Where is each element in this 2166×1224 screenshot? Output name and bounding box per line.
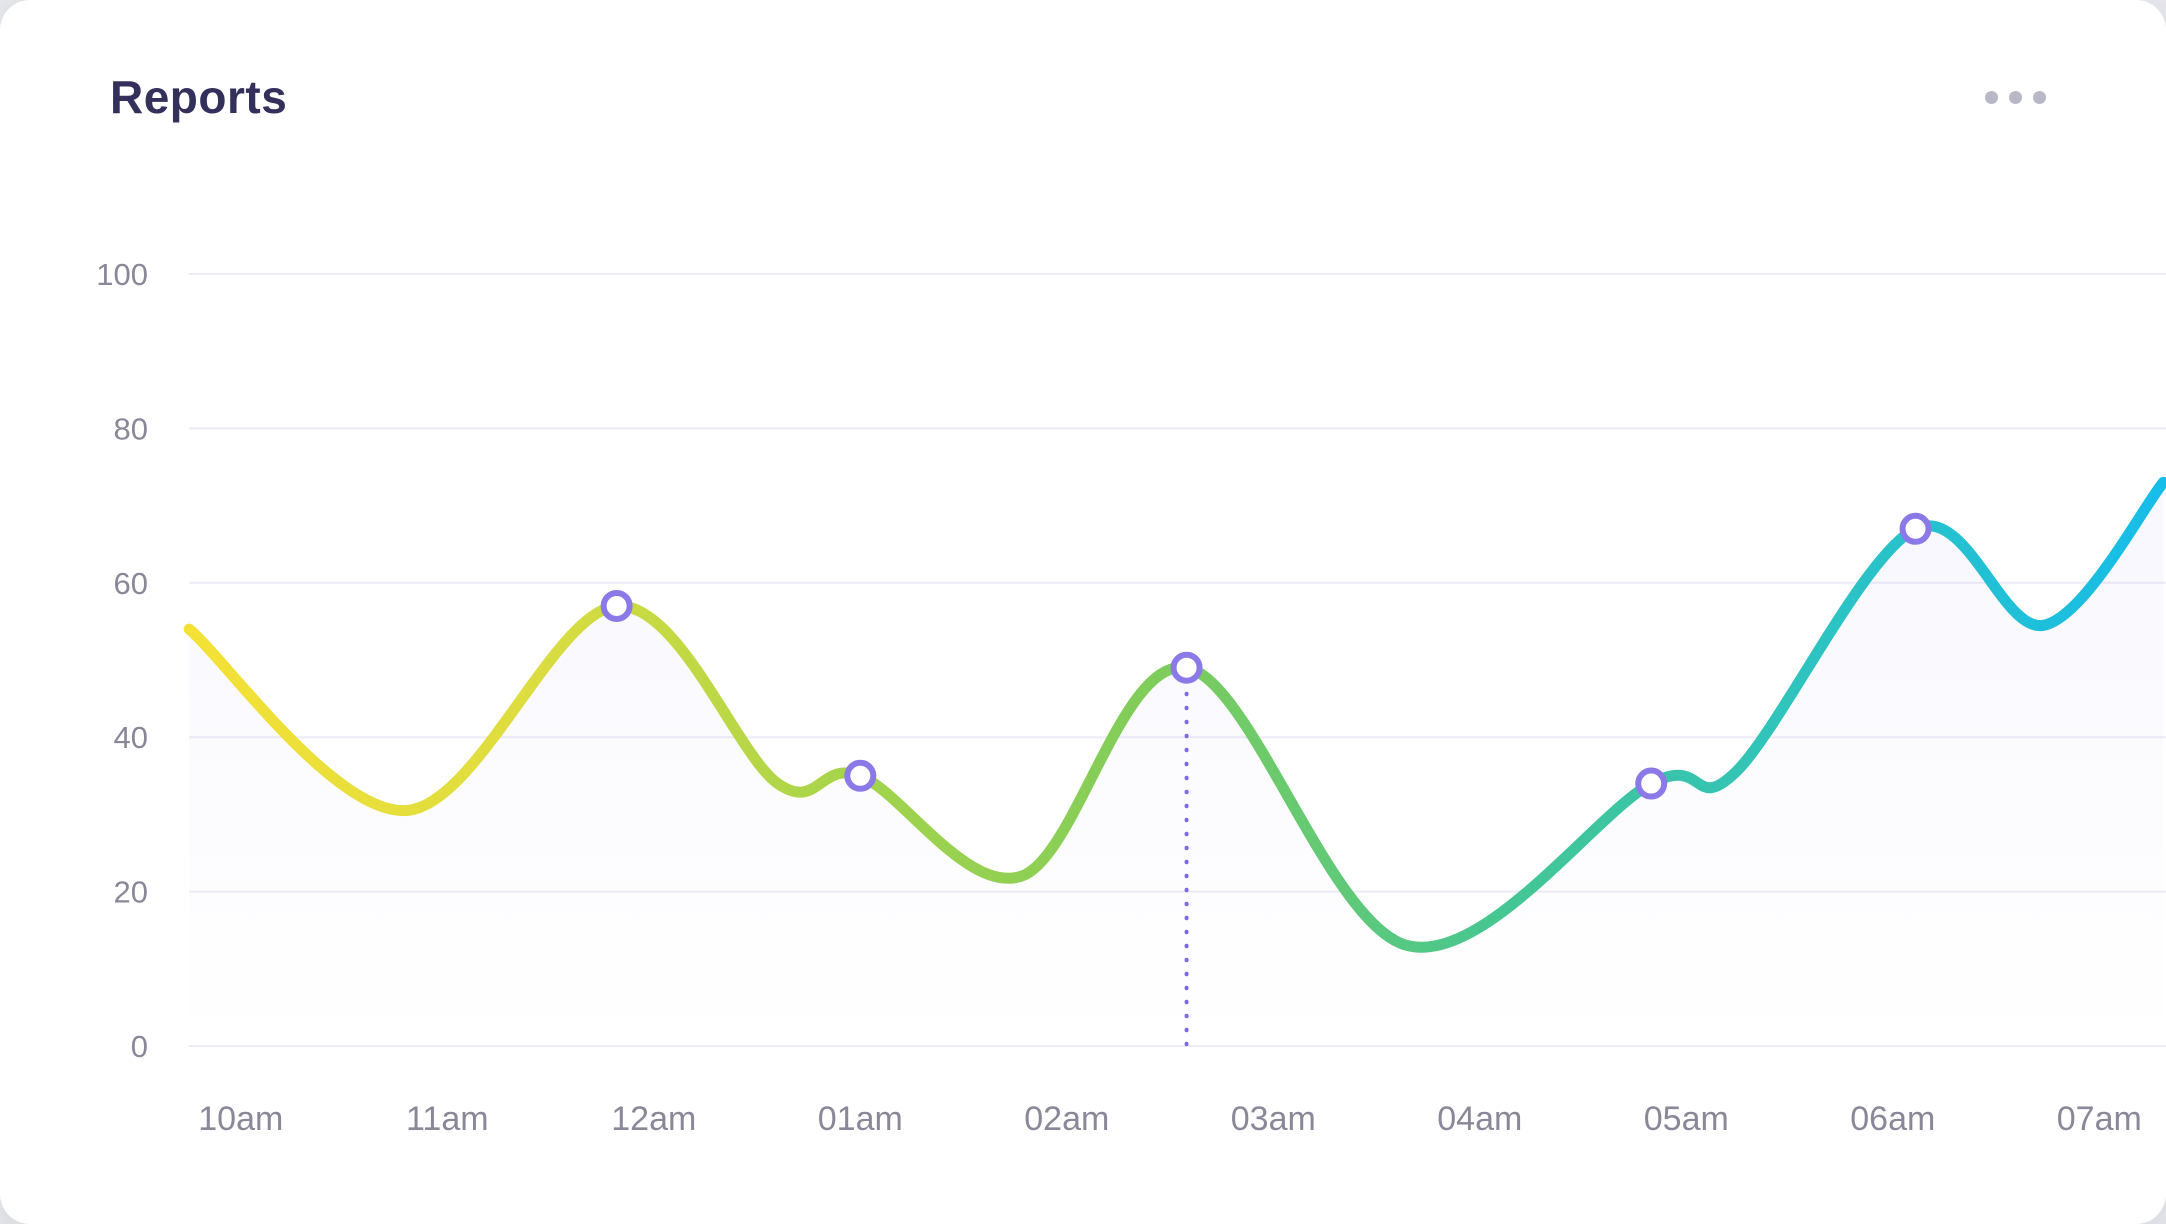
data-point-marker[interactable] (1899, 512, 1932, 545)
x-axis-label: 03am (1231, 1100, 1316, 1138)
x-axis-label: 04am (1437, 1100, 1522, 1138)
data-point-marker[interactable] (844, 759, 877, 792)
x-axis-label: 02am (1024, 1100, 1109, 1138)
data-point-marker[interactable] (1635, 767, 1668, 800)
y-axis-label: 100 (96, 257, 148, 292)
ellipsis-dot-icon (1985, 90, 1998, 104)
more-options-button[interactable] (1975, 81, 2056, 114)
x-axis-label: 11am (406, 1100, 489, 1138)
y-axis-label: 40 (114, 720, 148, 755)
x-axis-label: 05am (1644, 1100, 1729, 1138)
data-point-marker[interactable] (600, 589, 633, 622)
ellipsis-dot-icon (2033, 90, 2046, 104)
x-axis-label: 07am (2057, 1100, 2142, 1138)
x-axis-label: 06am (1850, 1100, 1935, 1138)
card-header: Reports (110, 70, 2056, 124)
y-axis-label: 80 (114, 411, 148, 446)
y-axis-label: 0 (131, 1029, 148, 1064)
x-axis-label: 01am (818, 1100, 903, 1138)
area-fill (189, 482, 2164, 1046)
data-point-marker[interactable] (1170, 651, 1203, 684)
x-axis-label: 10am (198, 1100, 283, 1138)
ellipsis-dot-icon (2009, 90, 2022, 104)
y-axis-label: 20 (114, 875, 148, 910)
page-title: Reports (110, 71, 288, 123)
y-axis-label: 60 (114, 566, 148, 601)
x-axis-label: 12am (611, 1100, 696, 1138)
